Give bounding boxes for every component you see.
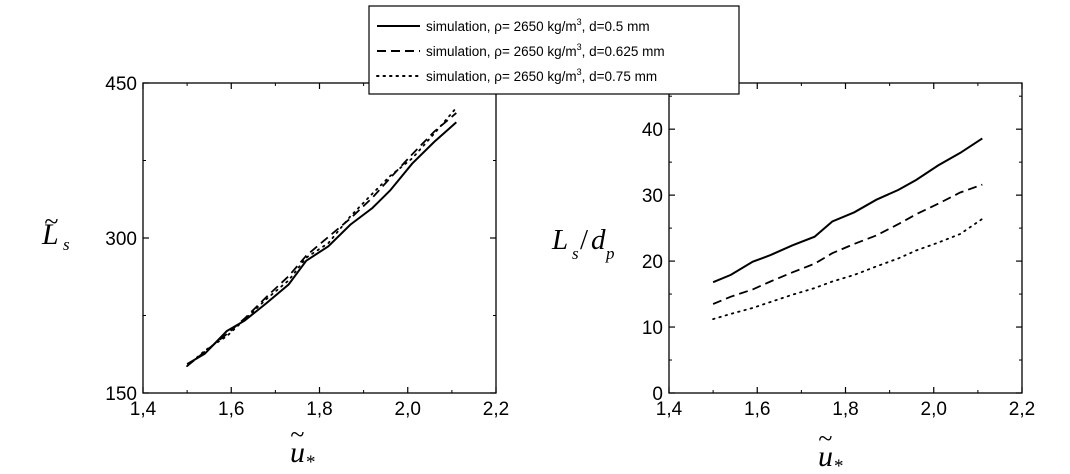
svg-text:/: / — [580, 224, 589, 256]
svg-text:p: p — [605, 244, 615, 263]
svg-text:s: s — [572, 244, 579, 263]
right-chart: 1,4 1,6 1,8 2,0 2,2 0 10 20 30 40 L s / d p u ~ * — [551, 82, 1035, 474]
left-x-tick-label: 2,2 — [483, 399, 509, 420]
left-series-line-3 — [186, 106, 458, 368]
right-series-line-1 — [712, 137, 983, 284]
right-plot-frame — [668, 82, 1023, 394]
right-y-tick-label: 30 — [642, 186, 663, 207]
left-x-tick-label: 1,6 — [218, 399, 244, 420]
right-y-tick-label: 20 — [642, 252, 663, 273]
left-series-lines — [186, 106, 458, 368]
left-y-tick-label: 450 — [105, 74, 137, 95]
svg-text:*: * — [306, 452, 316, 473]
right-x-tick-label: 2,0 — [921, 399, 947, 420]
svg-text:*: * — [834, 456, 844, 474]
svg-text:~: ~ — [818, 424, 832, 453]
svg-text:s: s — [63, 235, 70, 254]
left-ticks: 1,4 1,6 1,8 2,0 2,2 150 300 450 — [105, 74, 509, 420]
left-x-tick-label: 1,8 — [306, 399, 332, 420]
right-ticks: 1,4 1,6 1,8 2,0 2,2 0 10 20 30 40 — [642, 83, 1035, 420]
right-y-axis-label: L s / d p — [551, 224, 615, 263]
left-x-axis-label: u ~ * — [290, 420, 316, 473]
legend-items: simulation, ρ= 2650 kg/m3, d=0.5 mm simul… — [376, 17, 665, 84]
legend-label-1: simulation, ρ= 2650 kg/m3, d=0.5 mm — [426, 17, 650, 34]
left-y-tick-label: 150 — [105, 384, 137, 405]
right-y-tick-label: 10 — [642, 318, 663, 339]
right-y-tick-label: 40 — [642, 120, 663, 141]
svg-text:~: ~ — [290, 420, 304, 449]
svg-text:d: d — [591, 224, 606, 256]
left-x-tick-label: 1,4 — [130, 399, 157, 420]
right-series-lines — [712, 137, 984, 321]
legend-label-3: simulation, ρ= 2650 kg/m3, d=0.75 mm — [426, 67, 657, 84]
svg-text:L: L — [551, 224, 568, 256]
svg-text:L: L — [41, 218, 59, 251]
left-chart: 1,4 1,6 1,8 2,0 2,2 150 300 450 L ~ s u ~ * — [41, 74, 509, 473]
left-y-tick-label: 300 — [105, 229, 137, 250]
right-series-line-3 — [712, 217, 984, 321]
right-x-tick-label: 2,2 — [1009, 399, 1035, 420]
right-x-tick-label: 1,8 — [832, 399, 858, 420]
legend-label-2: simulation, ρ= 2650 kg/m3, d=0.625 mm — [426, 42, 665, 59]
right-series-line-2 — [712, 183, 983, 305]
svg-text:u: u — [290, 436, 305, 469]
legend-box — [368, 5, 740, 95]
right-x-tick-label: 1,6 — [744, 399, 770, 420]
right-x-tick-label: 1,4 — [656, 399, 683, 420]
left-series-line-2 — [186, 112, 457, 367]
left-x-tick-label: 2,0 — [395, 399, 421, 420]
left-plot-frame — [142, 82, 497, 394]
left-y-axis-label: L ~ s — [41, 207, 70, 254]
svg-text:~: ~ — [44, 207, 58, 236]
svg-text:u: u — [818, 440, 833, 473]
left-series-line-1 — [186, 121, 457, 365]
right-y-tick-label: 0 — [652, 384, 663, 405]
legend: simulation, ρ= 2650 kg/m3, d=0.5 mm simul… — [368, 5, 740, 95]
right-x-axis-label: u ~ * — [818, 424, 844, 474]
